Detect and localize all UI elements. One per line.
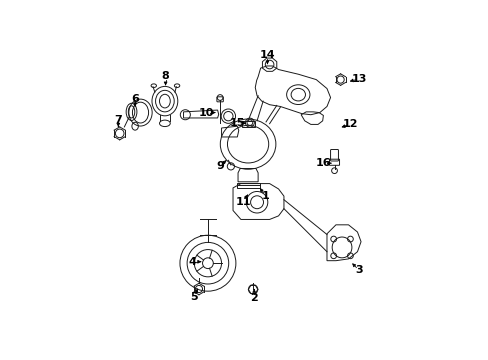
Text: 15: 15 — [229, 118, 244, 128]
Text: 3: 3 — [355, 265, 362, 275]
Text: 4: 4 — [188, 257, 196, 267]
Text: 5: 5 — [190, 292, 198, 302]
Text: 11: 11 — [235, 197, 250, 207]
Text: 6: 6 — [131, 94, 139, 104]
Text: 2: 2 — [250, 293, 258, 303]
Text: 7: 7 — [114, 115, 122, 125]
Text: 8: 8 — [162, 71, 169, 81]
Text: 12: 12 — [342, 120, 357, 129]
Text: 13: 13 — [351, 74, 366, 84]
Text: 9: 9 — [216, 161, 224, 171]
Text: 1: 1 — [261, 191, 268, 201]
Text: 10: 10 — [198, 108, 213, 118]
Text: 14: 14 — [259, 50, 275, 60]
Text: 16: 16 — [315, 158, 330, 168]
